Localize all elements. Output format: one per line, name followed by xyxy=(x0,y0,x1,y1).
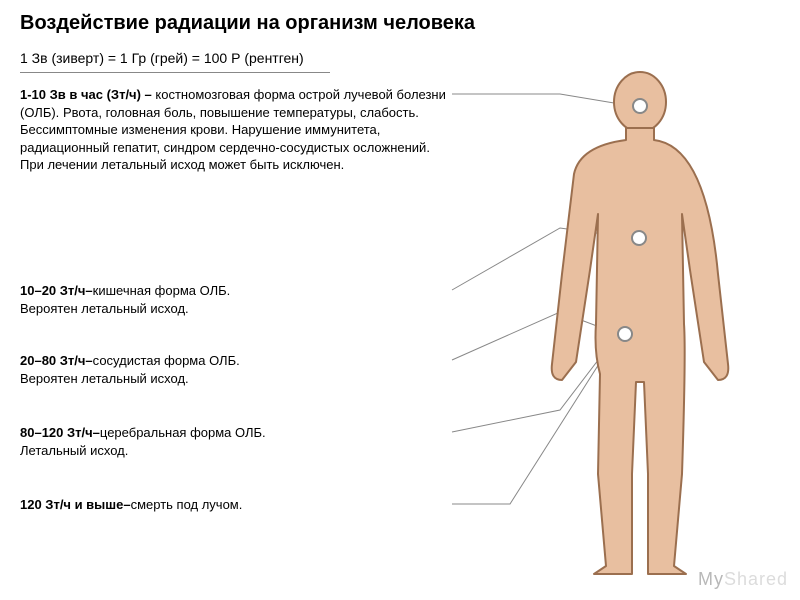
dose-desc: Летальный исход. xyxy=(20,443,128,458)
dose-desc: Вероятен летальный исход. xyxy=(20,301,189,316)
dose-desc: Вероятен летальный исход. xyxy=(20,371,189,386)
dose-block-2: 10–20 Зт/ч–кишечная форма ОЛБ. Вероятен … xyxy=(20,282,450,317)
dose-block-5: 120 Зт/ч и выше–смерть под лучом. xyxy=(20,496,450,514)
units-subtitle: 1 Зв (зиверт) = 1 Гр (грей) = 100 Р (рен… xyxy=(20,50,330,73)
dose-form-name: церебральная форма ОЛБ. xyxy=(100,425,266,440)
dose-range: 120 Зт/ч и выше– xyxy=(20,497,131,512)
dose-range: 20–80 Зт/ч– xyxy=(20,353,93,368)
page-title: Воздействие радиации на организм человек… xyxy=(20,12,475,35)
dose-range: 1-10 Зв в час (Зт/ч) – xyxy=(20,87,152,102)
dose-block-4: 80–120 Зт/ч–церебральная форма ОЛБ. Лета… xyxy=(20,424,450,459)
watermark-a: My xyxy=(698,569,724,589)
watermark: MyShared xyxy=(698,569,788,590)
dose-block-1: 1-10 Зв в час (Зт/ч) – костномозговая фо… xyxy=(20,86,450,174)
dose-form-name: сосудистая форма ОЛБ. xyxy=(93,353,240,368)
dose-range: 10–20 Зт/ч– xyxy=(20,283,93,298)
dose-form-name: кишечная форма ОЛБ. xyxy=(93,283,231,298)
dose-desc: Рвота, головная боль, повышение температ… xyxy=(20,105,430,173)
dose-block-3: 20–80 Зт/ч–сосудистая форма ОЛБ. Верояте… xyxy=(20,352,450,387)
dose-desc: смерть под лучом. xyxy=(131,497,243,512)
watermark-b: Shared xyxy=(724,569,788,589)
dose-range: 80–120 Зт/ч– xyxy=(20,425,100,440)
